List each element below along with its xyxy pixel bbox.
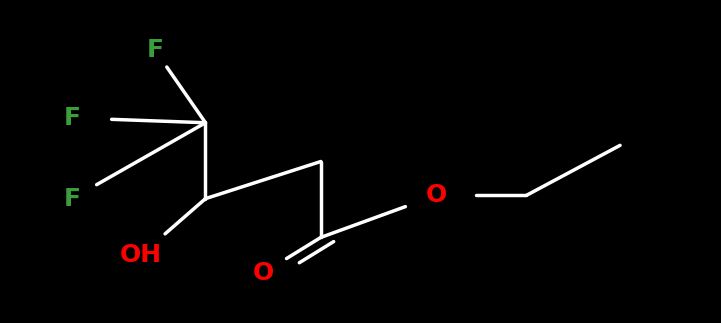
Text: F: F (63, 187, 81, 211)
Text: OH: OH (120, 243, 162, 267)
Text: F: F (63, 106, 81, 130)
Text: O: O (252, 261, 274, 285)
Text: O: O (425, 183, 447, 207)
Text: F: F (146, 38, 164, 62)
